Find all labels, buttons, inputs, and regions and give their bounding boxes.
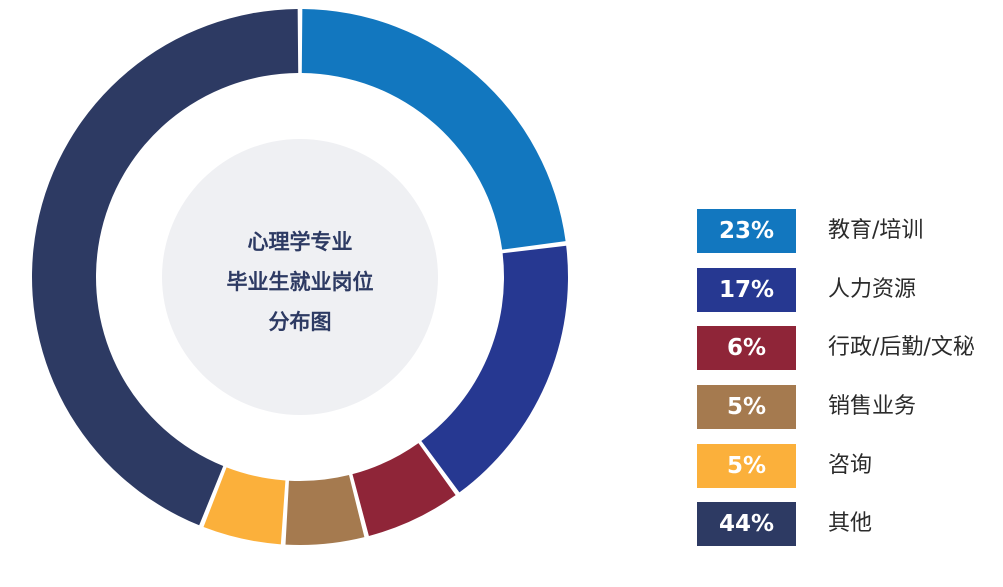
donut-slice-education bbox=[301, 9, 566, 250]
legend-value-badge: 6% bbox=[697, 326, 796, 370]
donut-slice-sales bbox=[285, 475, 365, 545]
legend-item-sales: 5% 销售业务 bbox=[697, 385, 997, 429]
donut-slices bbox=[31, 9, 568, 545]
chart-title: 心理学专业 毕业生就业岗位 分布图 bbox=[175, 222, 425, 342]
legend-value-badge: 17% bbox=[697, 268, 796, 312]
legend-value-badge: 44% bbox=[697, 502, 796, 546]
legend-item-consulting: 5% 咨询 bbox=[697, 444, 997, 488]
legend-label: 人力资源 bbox=[828, 277, 917, 302]
donut-slice-admin bbox=[352, 443, 456, 536]
legend-value-badge: 5% bbox=[697, 444, 796, 488]
donut-slice-hr bbox=[421, 245, 568, 493]
legend-item-hr: 17% 人力资源 bbox=[697, 268, 997, 312]
legend-item-education: 23% 教育/培训 bbox=[697, 209, 997, 253]
legend-label: 行政/后勤/文秘 bbox=[828, 335, 975, 360]
legend-value-badge: 23% bbox=[697, 209, 796, 253]
donut-chart bbox=[31, 9, 568, 545]
chart-title-line-1: 心理学专业 bbox=[247, 230, 353, 254]
donut-center-disc bbox=[162, 139, 438, 415]
legend-label: 其他 bbox=[828, 511, 873, 536]
donut-slice-consulting bbox=[203, 467, 286, 545]
donut-slice-other bbox=[31, 9, 299, 526]
legend-label: 销售业务 bbox=[828, 394, 917, 419]
chart-title-line-3: 分布图 bbox=[268, 310, 332, 334]
legend-label: 教育/培训 bbox=[828, 218, 924, 243]
chart-title-line-2: 毕业生就业岗位 bbox=[226, 270, 374, 294]
legend-label: 咨询 bbox=[828, 453, 873, 478]
legend-value-badge: 5% bbox=[697, 385, 796, 429]
legend-item-admin: 6% 行政/后勤/文秘 bbox=[697, 326, 997, 370]
legend-item-other: 44% 其他 bbox=[697, 502, 997, 546]
